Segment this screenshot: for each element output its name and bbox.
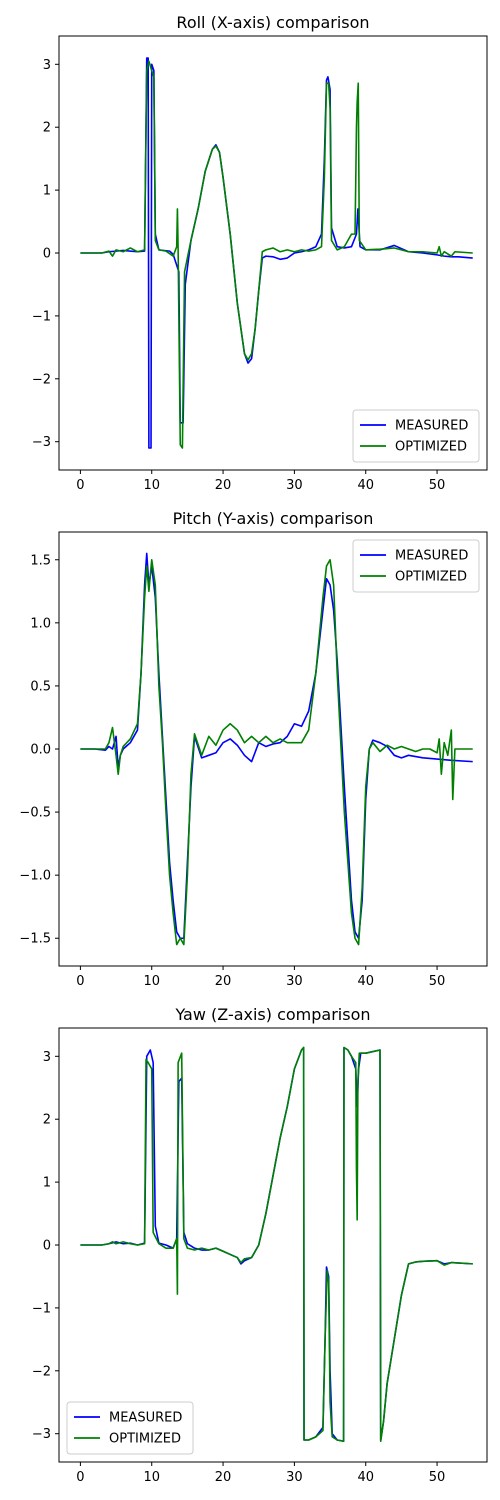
x-tick-label: 20 [215,478,232,493]
y-tick-label: −3 [32,435,51,450]
x-tick-label: 30 [286,974,303,989]
x-tick-label: 30 [286,1470,303,1485]
y-tick-label: −1.5 [19,932,51,947]
legend-box [66,1401,194,1455]
legend-box [352,539,480,593]
legend-label: OPTIMIZED [395,570,467,585]
legend-box [352,409,480,463]
x-tick-label: 0 [76,1470,84,1485]
plot-frame [58,1027,488,1463]
x-tick-label: 40 [357,1470,374,1485]
legend: MEASURED OPTIMIZED [66,1401,194,1455]
y-tick-label: −2 [32,1364,51,1379]
x-tick-label: 50 [429,974,446,989]
legend-label: MEASURED [395,549,468,564]
legend: MEASURED OPTIMIZED [352,409,480,463]
legend: MEASURED OPTIMIZED [352,539,480,593]
y-tick-label: −2 [32,372,51,387]
x-tick-label: 10 [143,974,160,989]
y-tick-label: 3 [43,1050,51,1065]
x-tick-label: 40 [357,478,374,493]
legend-label: MEASURED [395,419,468,434]
x-tick-label: 30 [286,478,303,493]
y-tick-label: 0 [43,247,51,262]
y-tick-label: −1.0 [19,869,51,884]
y-tick-label: 0.5 [30,679,51,694]
series-line-measured [80,57,473,449]
x-tick-label: 20 [215,974,232,989]
y-tick-label: 2 [43,121,51,136]
chart-title: Yaw (Z-axis) comparison [174,1005,370,1024]
y-tick-label: 2 [43,1113,51,1128]
x-tick-label: 0 [76,478,84,493]
legend-label: OPTIMIZED [395,440,467,455]
legend-label: MEASURED [109,1411,182,1426]
series-line-optimized [80,60,473,449]
y-tick-label: −1 [32,1301,51,1316]
series-line-optimized [80,1046,473,1443]
x-tick-label: 20 [215,1470,232,1485]
x-tick-label: 40 [357,974,374,989]
y-tick-label: 1 [43,184,51,199]
y-tick-label: 3 [43,58,51,73]
x-tick-label: 10 [143,1470,160,1485]
y-tick-label: −0.5 [19,806,51,821]
y-tick-label: 1.0 [30,616,51,631]
x-tick-label: 10 [143,478,160,493]
x-tick-label: 50 [429,478,446,493]
x-tick-label: 0 [76,974,84,989]
subplot-2: Pitch (Y-axis) comparison 0 10 20 30 40 50 −1.5… [19,509,488,989]
chart-title: Pitch (Y-axis) comparison [173,509,374,528]
y-tick-label: 0.0 [30,743,51,758]
y-tick-label: 1 [43,1176,51,1191]
y-tick-label: −3 [32,1427,51,1442]
legend-label: OPTIMIZED [109,1432,181,1447]
y-tick-label: 1.5 [30,553,51,568]
x-tick-label: 50 [429,1470,446,1485]
series-line-optimized [80,558,473,946]
series-line-measured [80,552,473,940]
y-tick-label: 0 [43,1239,51,1254]
chart-title: Roll (X-axis) comparison [176,13,369,32]
y-tick-label: −1 [32,309,51,324]
